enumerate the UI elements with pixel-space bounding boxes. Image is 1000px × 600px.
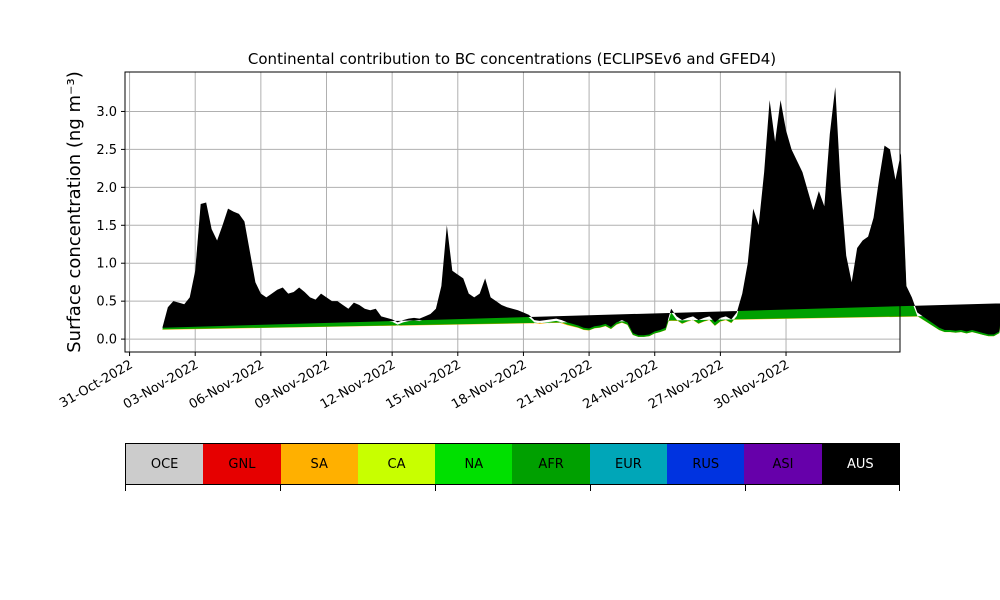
legend-swatch-na: NA xyxy=(435,444,513,484)
y-axis-label: Surface concentration (ng m⁻³) xyxy=(64,71,85,353)
y-tick-label: 3.0 xyxy=(96,105,117,120)
area-aus xyxy=(162,87,1000,336)
legend-swatch-sa: SA xyxy=(280,444,358,484)
axis-ticks: 0.00.51.01.52.02.53.031-Oct-202203-Nov-2… xyxy=(57,105,792,413)
legend-swatch-gnl: GNL xyxy=(203,444,281,484)
legend-swatch-aus: AUS xyxy=(821,444,899,484)
region-legend: OCE GNL SA CA NA AFR EUR RUS ASI AUS xyxy=(125,443,900,485)
legend-swatch-rus: RUS xyxy=(667,444,745,484)
legend-swatch-oce: OCE xyxy=(126,444,204,484)
plot-frame xyxy=(124,71,901,353)
legend-ticks xyxy=(125,485,900,491)
legend-swatch-asi: ASI xyxy=(744,444,822,484)
y-tick-label: 0.0 xyxy=(96,333,117,348)
y-tick-label: 0.5 xyxy=(96,295,117,310)
legend-swatch-afr: AFR xyxy=(512,444,590,484)
y-tick-label: 2.5 xyxy=(96,143,117,158)
y-tick-label: 1.0 xyxy=(96,257,117,272)
stacked-areas xyxy=(162,87,1000,337)
y-tick-label: 2.0 xyxy=(96,181,117,196)
legend-swatch-ca: CA xyxy=(357,444,436,484)
y-tick-label: 1.5 xyxy=(96,219,117,234)
chart-title: Continental contribution to BC concentra… xyxy=(248,50,776,68)
legend-swatch-eur: EUR xyxy=(589,444,668,484)
x-tick-label: 30-Nov-2022 xyxy=(712,357,792,412)
